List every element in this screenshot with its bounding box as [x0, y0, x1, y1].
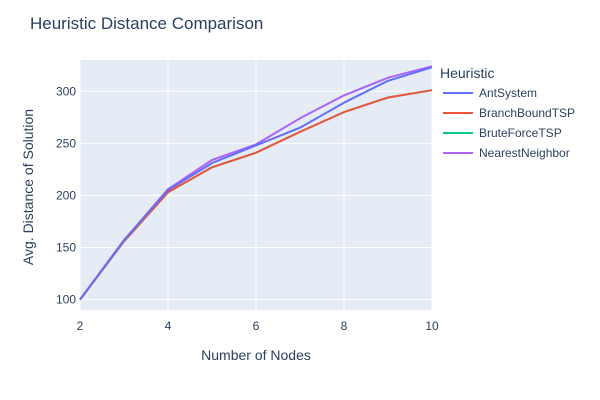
x-tick-label: 4 [165, 319, 172, 333]
legend-label: NearestNeighbor [479, 146, 570, 160]
legend-title: Heuristic [440, 65, 494, 81]
chart-title: Heuristic Distance Comparison [30, 14, 263, 33]
axis-ticks: 2 4 6 8 10 100 150 200 250 300 [56, 84, 439, 333]
legend-label: AntSystem [479, 86, 537, 100]
y-tick-label: 250 [56, 136, 76, 150]
legend: Heuristic AntSystem BranchBoundTSP BruteFo… [440, 65, 575, 160]
x-tick-label: 2 [77, 319, 84, 333]
series-line-antsystem [79, 66, 433, 301]
legend-item-nearestneighbor[interactable]: NearestNeighbor [443, 146, 570, 160]
legend-item-bruteforcetsp[interactable]: BruteForceTSP [443, 126, 562, 140]
legend-label: BruteForceTSP [479, 126, 562, 140]
y-tick-label: 200 [56, 188, 76, 202]
gridlines [79, 60, 433, 310]
y-tick-label: 100 [56, 293, 76, 307]
x-axis-title: Number of Nodes [201, 347, 311, 363]
x-tick-label: 8 [341, 319, 348, 333]
legend-item-branchboundtsp[interactable]: BranchBoundTSP [443, 106, 575, 120]
series-layer [79, 65, 433, 301]
x-tick-label: 6 [253, 319, 260, 333]
y-tick-label: 300 [56, 84, 76, 98]
x-tick-label: 10 [425, 319, 439, 333]
legend-item-antsystem[interactable]: AntSystem [443, 86, 537, 100]
y-tick-label: 150 [56, 241, 76, 255]
legend-label: BranchBoundTSP [479, 106, 575, 120]
y-axis-title: Avg. Distance of Solution [20, 109, 36, 265]
